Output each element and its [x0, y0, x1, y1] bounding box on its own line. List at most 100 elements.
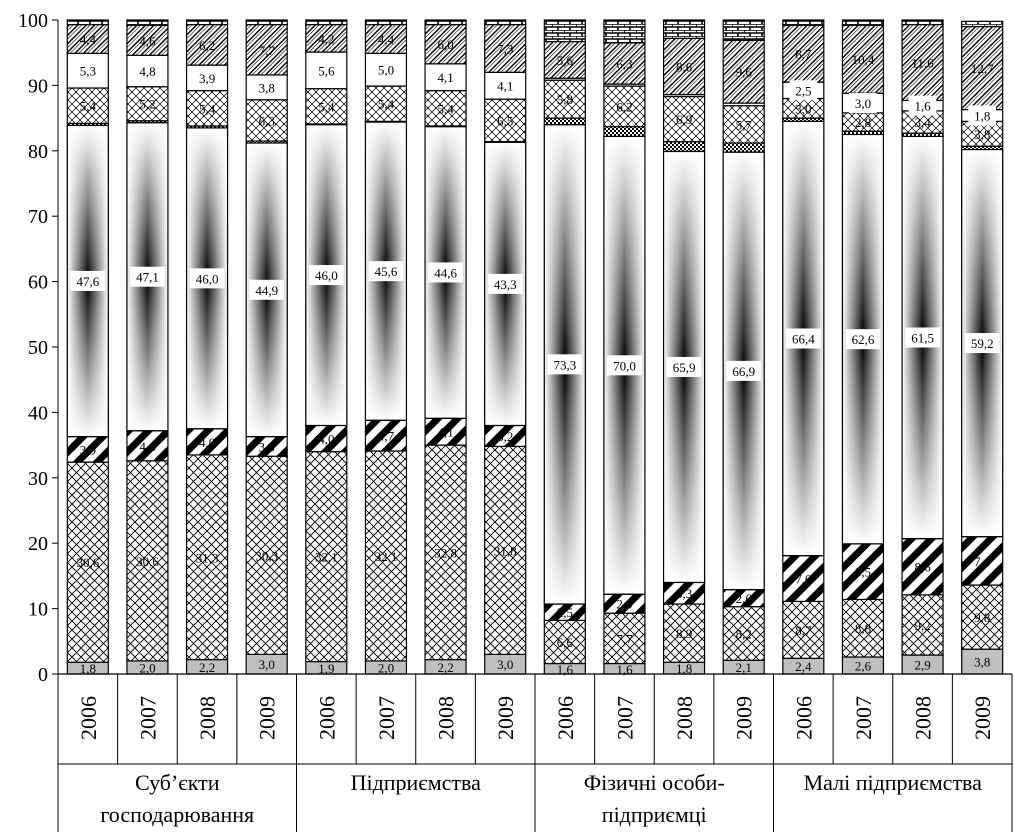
data-label: 3,9	[193, 67, 221, 88]
data-label: 4,0	[199, 435, 215, 450]
data-label-text: 3,0	[855, 96, 871, 111]
data-label: 9,6	[736, 65, 753, 80]
bar-segment-dense-hatch	[603, 42, 646, 85]
data-label-bg	[908, 95, 937, 116]
data-label-text: 2,2	[199, 660, 215, 675]
data-label-text: 2,2	[437, 660, 453, 675]
data-label: 4,2	[318, 31, 334, 46]
data-label-bg	[905, 327, 940, 348]
data-label: 31,8	[494, 543, 517, 558]
data-label: 2,6	[736, 591, 753, 606]
data-label-text: 5,8	[557, 92, 573, 107]
data-label-text: 4,4	[378, 32, 395, 47]
data-label-text: 1,6	[616, 662, 633, 677]
data-label: 2,0	[378, 660, 394, 675]
data-label: 5,4	[378, 97, 395, 112]
bar-segment-dense-hatch	[722, 39, 765, 104]
data-label-bg	[193, 67, 221, 88]
bar-segment-crosshatch	[245, 455, 288, 655]
y-tick-label: 50	[28, 337, 48, 359]
data-label-text: 6,3	[259, 113, 275, 128]
data-label-text: 4,1	[497, 79, 513, 94]
data-label-text: 2,9	[914, 658, 930, 673]
data-label-text: 62,6	[852, 332, 875, 347]
data-label: 70,0	[607, 355, 642, 376]
data-label-text: 46,0	[196, 271, 219, 286]
bar-segment-brick	[543, 19, 586, 43]
data-label: 10,4	[852, 52, 875, 67]
data-label: 8,7	[795, 47, 812, 62]
data-label-bg	[130, 266, 165, 287]
bar-segment-diag-thick	[364, 419, 408, 452]
x-axis-layer: 2006 2007 2008 2009 Суб’єкти господарювання 20…	[57, 673, 1013, 832]
data-label-text: 4,6	[139, 439, 156, 454]
bar-10	[662, 19, 706, 675]
data-label-text: 1,8	[80, 661, 96, 676]
x-year-label: 2009	[255, 696, 280, 740]
data-label-text: 30,6	[136, 554, 159, 569]
data-label: 4,6	[139, 33, 156, 48]
data-label: 2,5	[557, 605, 573, 620]
bar-segment-dots	[662, 141, 706, 153]
data-label-text: 1,6	[557, 662, 574, 677]
bar-segment-brick	[484, 19, 527, 26]
bar-segment-dense-hatch	[662, 37, 706, 96]
data-label-text: 4,0	[318, 432, 334, 447]
data-label-text: 8,9	[676, 626, 692, 641]
data-label-text: 2,0	[139, 660, 155, 675]
data-label-text: 5,4	[378, 97, 395, 112]
data-label-text: 7,3	[497, 41, 513, 56]
x-year-label: 2009	[970, 696, 995, 740]
data-label-text: 47,6	[76, 274, 99, 289]
x-year-label: 2006	[314, 696, 339, 740]
x-year-label: 2007	[612, 696, 637, 740]
data-label-text: 4,7	[378, 429, 395, 444]
data-label-text: 8,7	[795, 623, 812, 638]
data-label: 3,0	[795, 101, 811, 116]
data-label-text: 3,9	[199, 71, 215, 86]
data-label: 6,3	[259, 113, 275, 128]
x-year-label: 2007	[851, 696, 876, 740]
bar-segment-dense-hatch	[126, 24, 169, 56]
data-label-text: 6,5	[497, 113, 513, 128]
data-label-text: 31,3	[196, 550, 219, 565]
data-label-text: 5,7	[736, 117, 753, 132]
data-label-text: 5,6	[557, 53, 574, 68]
data-label: 4,7	[378, 429, 395, 444]
data-label-text: 44,9	[255, 283, 278, 298]
data-label-text: 6,3	[616, 56, 632, 71]
data-label-text: 8,6	[676, 59, 693, 74]
data-labels-layer: 1,8 30,6 3,9 47,6 5,4 5,3 4,4 2,0 30,6 4,6 47,1 5,2…	[70, 31, 1000, 677]
data-label: 4,0	[318, 432, 334, 447]
data-label-text: 9,2	[914, 618, 930, 633]
data-label: 32,1	[315, 550, 338, 565]
data-label: 4,1	[491, 75, 519, 96]
data-label-text: 7,0	[795, 572, 811, 587]
y-tick-label: 0	[38, 664, 48, 686]
data-label: 65,9	[666, 356, 702, 377]
data-label-text: 10,4	[852, 52, 875, 67]
data-label: 30,6	[136, 554, 159, 569]
data-label: 44,6	[428, 262, 463, 283]
data-label-text: 6,9	[676, 112, 692, 127]
data-label-bg	[372, 59, 400, 80]
data-label: 46,0	[308, 265, 344, 286]
data-label-text: 4,2	[318, 31, 334, 46]
data-label-text: 45,6	[375, 264, 398, 279]
data-label-text: 47,1	[136, 270, 159, 285]
data-label: 5,3	[74, 60, 102, 81]
bar-segment-crosshatch	[185, 454, 229, 661]
data-label: 5,7	[736, 117, 753, 132]
data-label-bg	[845, 329, 881, 350]
data-label: 11,6	[911, 56, 934, 71]
data-label-bg	[607, 355, 642, 376]
data-label-text: 46,0	[315, 268, 338, 283]
data-label-text: 5,2	[139, 97, 155, 112]
data-label-text: 3,2	[497, 429, 513, 444]
x-group-label: господарювання	[100, 802, 254, 827]
data-label-text: 4,0	[199, 435, 215, 450]
data-label: 47,1	[130, 266, 165, 287]
data-label-text: 8,8	[855, 621, 871, 636]
data-label-text: 44,6	[434, 265, 457, 280]
data-label-bg	[547, 354, 583, 375]
